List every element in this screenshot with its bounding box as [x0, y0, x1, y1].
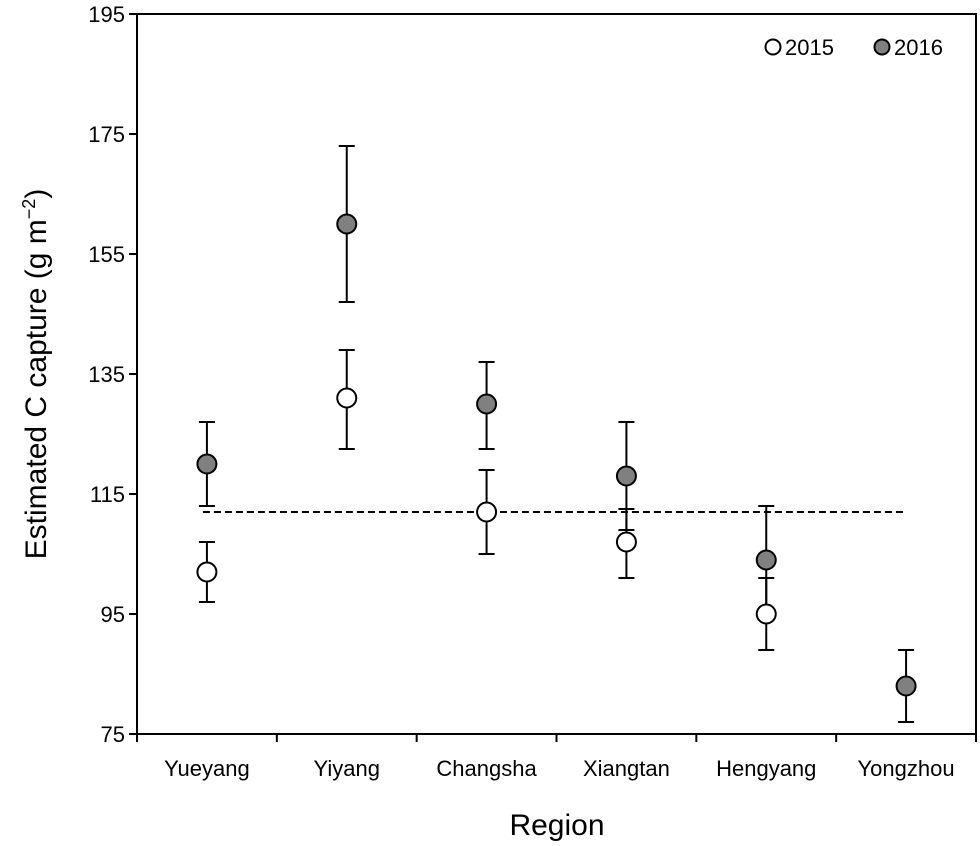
legend-label-2015: 2015 [785, 35, 834, 60]
x-tick-label: Changsha [436, 756, 537, 781]
data-point-2015 [196, 561, 218, 583]
legend-marker-2016 [873, 38, 891, 56]
data-point-2015 [476, 501, 498, 523]
x-tick-label: Yueyang [164, 756, 250, 781]
y-tick-label: 75 [101, 722, 125, 747]
legend-marker-2015 [764, 38, 782, 56]
legend: 2015 2016 [764, 35, 943, 60]
axes: 75 95 115 135 155 175 195 Yueyang Yiyang Changsha… [88, 2, 977, 781]
y-tick-label: 135 [88, 362, 125, 387]
y-tick-label: 115 [90, 482, 125, 507]
data-point-2016 [755, 549, 777, 571]
y-tick-label: 155 [88, 242, 125, 267]
x-tick-label: Yiyang [314, 756, 380, 781]
x-tick-label: Xiangtan [583, 756, 670, 781]
y-axis-title-exponent: −2 [19, 199, 39, 220]
data-marks [196, 145, 917, 723]
data-point-2016 [476, 393, 498, 415]
plot-frame [136, 13, 977, 735]
y-tick-label: 195 [88, 2, 125, 27]
y-tick-label: 95 [101, 602, 125, 627]
data-point-2016 [895, 675, 917, 697]
y-axis-title-close: ) [20, 189, 53, 199]
x-axis-title: Region [509, 809, 604, 842]
data-point-2016 [615, 465, 637, 487]
y-axis-title: Estimated C capture (g m−2) [19, 189, 53, 560]
data-point-2015 [336, 387, 358, 409]
legend-label-2016: 2016 [894, 35, 943, 60]
y-tick-label: 175 [88, 122, 125, 147]
data-point-2015 [615, 531, 637, 553]
data-point-2016 [336, 213, 358, 235]
x-tick-label: Yongzhou [858, 756, 955, 781]
data-point-2016 [196, 453, 218, 475]
data-point-2015 [755, 603, 777, 625]
x-tick-label: Hengyang [716, 756, 816, 781]
y-axis-title-main: Estimated C capture (g m [20, 219, 53, 559]
